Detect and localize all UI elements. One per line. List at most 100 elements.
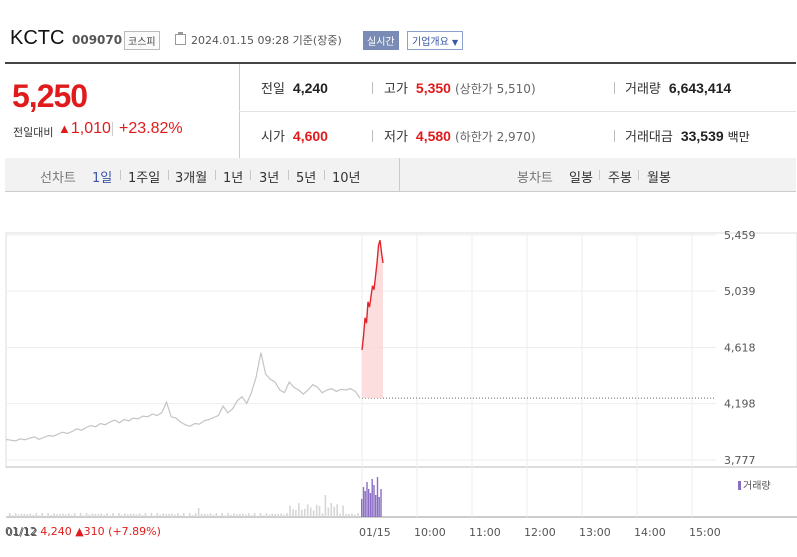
x-tick-label: 01/15 xyxy=(359,526,391,539)
market-badge: 코스피 xyxy=(124,31,160,50)
volume-bar-prev xyxy=(23,513,26,517)
open-label: 시가 xyxy=(261,130,285,145)
change-divider xyxy=(112,122,113,136)
volume-bar-prev xyxy=(200,513,203,517)
volume-bar-prev xyxy=(218,515,220,517)
volume-bar-today xyxy=(373,485,375,517)
volume-legend-swatch xyxy=(738,481,741,490)
tab-5year[interactable]: 5년 xyxy=(296,171,317,186)
x-tick-label: 01/12 xyxy=(6,526,38,539)
volume-bar-prev xyxy=(312,510,315,517)
stock-header: KCTC 009070 코스피 2024.01.15 09:28 기준(장중) … xyxy=(0,0,797,56)
volume-bar-prev xyxy=(277,514,279,517)
volume-bar-prev xyxy=(304,508,306,517)
timestamp: 2024.01.15 09:28 기준(장중) xyxy=(191,34,342,47)
prev-day-line xyxy=(5,352,361,442)
volume-bar-prev xyxy=(135,514,138,517)
volume-bar-prev xyxy=(17,514,20,517)
stock-name: KCTC xyxy=(10,27,65,49)
volume-bar-today xyxy=(364,491,366,517)
volume-bar-prev xyxy=(212,514,215,517)
volume-bar-prev xyxy=(180,515,182,517)
price-series xyxy=(5,240,716,442)
volume-bar-prev xyxy=(233,513,235,517)
volume-bar-prev xyxy=(162,513,164,517)
tab-3month[interactable]: 3개월 xyxy=(175,171,208,186)
today-area xyxy=(362,240,383,399)
amount-unit: 백만 xyxy=(727,130,750,144)
tab-divider xyxy=(215,170,216,180)
tab-daily-candle[interactable]: 일봉 xyxy=(569,171,593,186)
volume-bar-today xyxy=(361,499,363,517)
volume-bar-prev xyxy=(147,515,150,517)
volume-bar-today xyxy=(371,479,373,517)
volume-bar-today xyxy=(380,489,382,517)
y-tick-label: 5,459 xyxy=(724,229,756,242)
open-price: 시가 4,600 xyxy=(261,126,328,145)
volume-bar-prev xyxy=(283,514,285,517)
tab-monthly-candle[interactable]: 월봉 xyxy=(647,171,671,186)
volume-bar-prev xyxy=(274,513,276,517)
low-price: 저가 4,580 (하한가 2,970) xyxy=(384,126,536,145)
volume-bar-prev xyxy=(150,513,153,517)
volume-bar-today xyxy=(362,487,365,517)
volume-bar-prev xyxy=(41,513,43,517)
x-tick-label: 14:00 xyxy=(634,526,666,539)
volume-bar-prev xyxy=(73,513,76,517)
tab-1day[interactable]: 1일 xyxy=(92,171,113,186)
high-price: 고가 5,350 (상한가 5,510) xyxy=(384,78,536,97)
volume-bar-prev xyxy=(280,513,282,517)
volume-bar-prev xyxy=(76,515,79,517)
volume-bar-prev xyxy=(26,514,29,517)
change-percent: +23.82% xyxy=(119,120,183,137)
amount-value: 33,539 xyxy=(680,128,724,144)
chart-tabs: 선차트 1일 1주일 3개월 1년 3년 5년 10년 봉차트 일봉 주봉 월봉 xyxy=(5,158,796,192)
volume-bar-prev xyxy=(159,514,161,517)
tab-weekly-candle[interactable]: 주봉 xyxy=(608,171,632,186)
volume-bar-prev xyxy=(82,515,85,517)
prev-close-label: 전일 xyxy=(261,82,285,97)
tab-10year[interactable]: 10년 xyxy=(332,171,361,186)
volume-legend: 거래량 xyxy=(738,477,771,492)
volume-bar-prev xyxy=(321,513,324,517)
price-chart: 5,459 5,039 4,618 4,198 3,777 01/12 01/15 10:0… xyxy=(5,229,797,539)
volume-bar-prev xyxy=(230,514,232,517)
tab-1week[interactable]: 1주일 xyxy=(128,171,161,186)
realtime-button[interactable]: 실시간 xyxy=(363,31,399,50)
change-label: 전일대비 xyxy=(13,126,54,139)
amount-label: 거래대금 xyxy=(625,130,673,145)
cell-divider xyxy=(614,130,615,142)
today-line xyxy=(361,240,384,350)
volume-bar-prev xyxy=(79,513,82,517)
low-value: 4,580 xyxy=(415,128,451,144)
current-price: 5,250 xyxy=(12,78,88,114)
volume-bar-prev xyxy=(339,513,341,517)
volume-bar-prev xyxy=(144,513,147,517)
x-tick-label: 15:00 xyxy=(689,526,721,539)
volume-bar-prev xyxy=(259,513,262,517)
volume-bar-prev xyxy=(121,515,123,517)
stock-code: 009070 xyxy=(72,33,123,47)
volume-bar-prev xyxy=(315,504,318,517)
volume-bar-prev xyxy=(318,506,321,517)
tab-3year[interactable]: 3년 xyxy=(259,171,280,186)
tab-group-divider xyxy=(399,158,400,191)
company-overview-dropdown[interactable]: 기업개요 ▼ xyxy=(407,31,464,50)
volume-bar-prev xyxy=(127,514,129,517)
volume-bar-prev xyxy=(191,515,194,517)
volume-bar-prev xyxy=(342,505,344,517)
volume-bar-prev xyxy=(53,513,55,517)
volume-bar-prev xyxy=(242,513,244,517)
price-summary: 5,250 전일대비 ▲1,010 +23.82% 전일 4,240 고가 5,35… xyxy=(5,62,796,161)
volume-legend-label: 거래량 xyxy=(743,481,771,492)
tab-divider xyxy=(168,170,169,180)
x-tick-label: 11:00 xyxy=(469,526,501,539)
prev-day-pct: (+7.89%) xyxy=(108,525,161,538)
high-label: 고가 xyxy=(384,82,408,97)
calendar-icon xyxy=(175,32,186,45)
volume-bar-prev xyxy=(224,515,226,517)
volume-bar-prev xyxy=(94,513,97,517)
volume-bar-prev xyxy=(247,513,250,517)
volume-bar-prev xyxy=(124,513,126,517)
tab-1year[interactable]: 1년 xyxy=(223,171,244,186)
